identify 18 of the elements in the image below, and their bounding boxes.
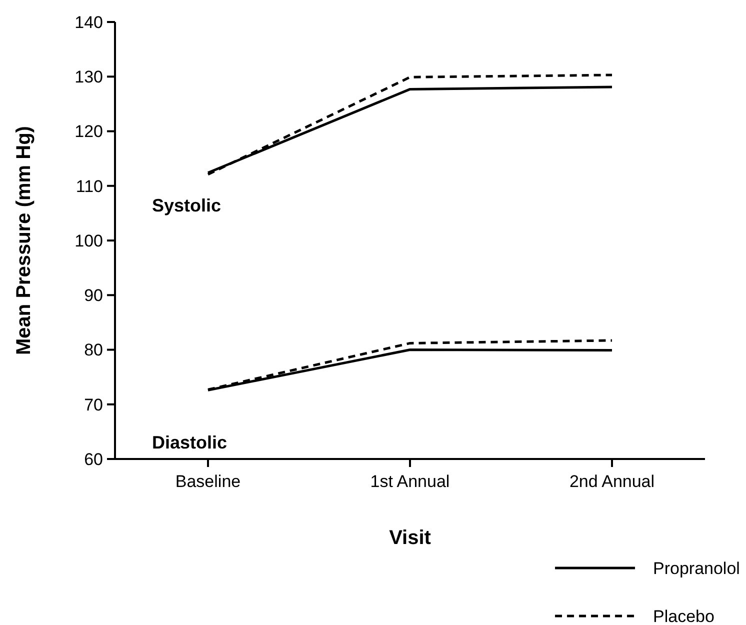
y-tick-label: 70 (84, 395, 103, 414)
y-tick-label: 140 (74, 12, 103, 32)
y-tick-label: 80 (84, 340, 103, 360)
legend-label: Placebo (653, 606, 714, 625)
x-axis-title: Visit (389, 527, 432, 549)
y-tick-label: 60 (84, 450, 103, 469)
legend-label: Propranolol (653, 558, 740, 578)
y-tick-label: 90 (84, 286, 103, 306)
y-tick-label: 120 (74, 122, 103, 142)
x-tick-label: 1st Annual (370, 472, 450, 491)
y-tick-label: 100 (74, 231, 103, 250)
annotation: Systolic (152, 195, 222, 216)
annotation: Diastolic (152, 432, 228, 452)
x-tick-label: Baseline (175, 472, 241, 491)
y-tick-label: 110 (76, 176, 103, 196)
y-axis-title: Mean Pressure (mm Hg) (13, 126, 35, 355)
y-tick-label: 130 (74, 68, 103, 87)
x-tick-label: 2nd Annual (569, 472, 655, 491)
